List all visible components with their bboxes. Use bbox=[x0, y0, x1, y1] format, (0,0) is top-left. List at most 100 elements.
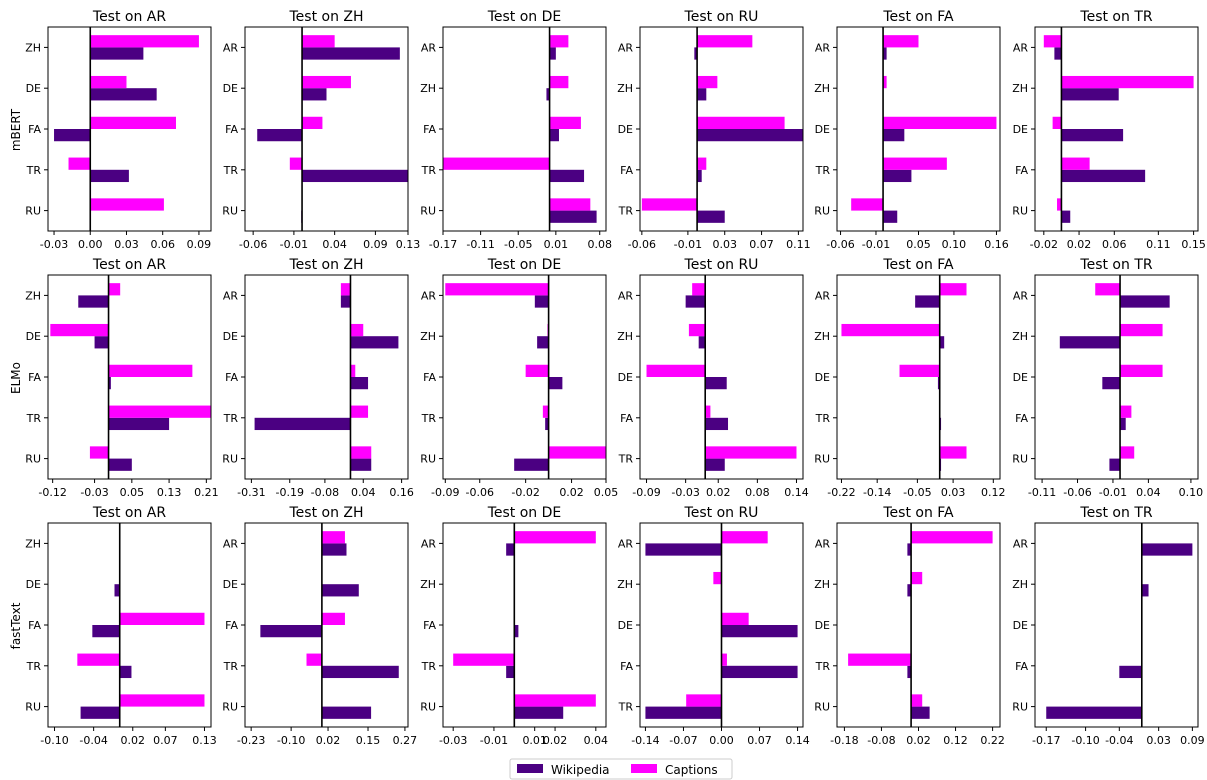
bar-wikipedia-tr bbox=[90, 169, 129, 183]
y-tick-label-ar: AR bbox=[815, 41, 831, 54]
bar-captions-de bbox=[350, 323, 364, 337]
bar-captions-ru bbox=[90, 198, 164, 211]
bar-wikipedia-ru bbox=[883, 210, 898, 223]
bar-captions-de bbox=[1120, 364, 1163, 377]
axes-frame bbox=[1034, 274, 1199, 480]
x-tick-label: 0.16 bbox=[389, 486, 414, 499]
legend-swatch-wikipedia bbox=[517, 764, 543, 773]
bar-captions-ar bbox=[302, 35, 335, 48]
x-tick-label: -0.08 bbox=[867, 734, 895, 747]
panel-title: Test on TR bbox=[1079, 9, 1152, 25]
axes-frame bbox=[1034, 522, 1199, 728]
y-tick-label-ru: RU bbox=[814, 701, 830, 714]
x-tick-label: 0.01 bbox=[544, 238, 569, 251]
y-tick-label-ru: RU bbox=[1012, 205, 1028, 218]
bar-wikipedia-de bbox=[114, 584, 120, 597]
x-tick-label: -0.06 bbox=[1063, 486, 1091, 499]
y-tick-label-ar: AR bbox=[618, 289, 634, 302]
bar-wikipedia-fa bbox=[549, 129, 559, 142]
bar-wikipedia-tr bbox=[697, 210, 725, 223]
bar-wikipedia-fa bbox=[1061, 169, 1146, 183]
bar-captions-de bbox=[883, 116, 997, 129]
x-tick-label: -0.05 bbox=[504, 238, 532, 251]
x-tick-label: 0.15 bbox=[356, 734, 381, 747]
y-tick-label-tr: TR bbox=[618, 701, 634, 714]
y-tick-label-de: DE bbox=[815, 619, 830, 632]
y-tick-label-ar: AR bbox=[618, 537, 634, 550]
bar-captions-tr bbox=[883, 157, 947, 170]
bar-captions-ar bbox=[340, 283, 351, 296]
x-tick-label: -0.03 bbox=[671, 486, 699, 499]
subplot-mbert-test-on-de: Test on DE RU TR FA ZH AR -0.17 -0.11 -0.05 0.01 0… bbox=[420, 9, 612, 251]
y-tick-label-zh: ZH bbox=[25, 41, 41, 54]
bar-captions-tr bbox=[68, 157, 91, 170]
bar-wikipedia-ru bbox=[321, 706, 372, 719]
x-tick-label: 0.13 bbox=[157, 486, 182, 499]
x-tick-label: -0.31 bbox=[237, 486, 265, 499]
x-tick-label: 0.12 bbox=[943, 734, 968, 747]
y-tick-label-ar: AR bbox=[618, 41, 634, 54]
bar-captions-de bbox=[302, 75, 351, 89]
y-tick-label-tr: TR bbox=[815, 412, 831, 425]
x-tick-label: 0.07 bbox=[747, 734, 772, 747]
subplot-fasttext-test-on-ar: Test on AR RU TR FA DE ZH -0.10 -0.04 0.02 0.07 0.… bbox=[25, 505, 217, 747]
x-tick-label: 0.03 bbox=[941, 486, 966, 499]
x-tick-label: 0.02 bbox=[1067, 238, 1092, 251]
bar-captions-ru bbox=[1120, 446, 1135, 459]
bar-wikipedia-fa bbox=[1119, 665, 1142, 679]
bar-captions-zh bbox=[549, 75, 569, 89]
bar-wikipedia-zh bbox=[546, 88, 550, 101]
x-tick-label: 0.15 bbox=[1181, 238, 1206, 251]
axes-frame bbox=[1034, 26, 1199, 232]
x-tick-label: 0.05 bbox=[906, 238, 931, 251]
bar-wikipedia-ar bbox=[883, 47, 887, 60]
panel-title: Test on RU bbox=[684, 505, 759, 521]
bar-captions-tr bbox=[453, 653, 515, 666]
bar-captions-ru bbox=[1057, 198, 1062, 211]
x-tick-label: 0.04 bbox=[1136, 486, 1161, 499]
x-tick-label: 0.02 bbox=[906, 734, 931, 747]
subplot-mbert-test-on-ar: Test on AR RU TR FA DE ZH -0.03 0.00 0.03 0.06 0.0… bbox=[25, 9, 212, 251]
bar-wikipedia-ar bbox=[1120, 295, 1170, 308]
bar-wikipedia-ru bbox=[350, 458, 372, 471]
subplot-mbert-test-on-tr: Test on TR RU FA DE ZH AR -0.02 0.02 0.06 0.11 0.1… bbox=[1012, 9, 1206, 251]
subplots-grid: Test on AR RU TR FA DE ZH -0.03 0.00 0.03 0.06 0.0… bbox=[25, 9, 1206, 747]
y-tick-label-ar: AR bbox=[421, 289, 437, 302]
axes-frame bbox=[47, 522, 212, 728]
bar-captions-fa bbox=[721, 653, 727, 666]
panel-title: Test on TR bbox=[1079, 505, 1152, 521]
bar-captions-ar bbox=[721, 531, 768, 544]
bar-wikipedia-de bbox=[1061, 129, 1124, 142]
x-tick-label: 0.07 bbox=[749, 238, 774, 251]
y-tick-label-tr: TR bbox=[618, 205, 634, 218]
y-tick-label-fa: FA bbox=[423, 371, 436, 384]
bar-captions-ru bbox=[549, 198, 591, 211]
bar-captions-zh bbox=[1120, 323, 1163, 337]
bar-wikipedia-fa bbox=[257, 129, 303, 142]
axes-frame bbox=[639, 274, 804, 480]
y-tick-label-zh: ZH bbox=[420, 578, 436, 591]
y-tick-label-ru: RU bbox=[420, 205, 436, 218]
y-tick-label-de: DE bbox=[223, 82, 238, 95]
y-tick-label-zh: ZH bbox=[814, 82, 830, 95]
panel-title: Test on ZH bbox=[288, 257, 363, 273]
panel-title: Test on DE bbox=[487, 257, 562, 273]
y-tick-label-de: DE bbox=[815, 123, 830, 136]
bar-captions-tr bbox=[542, 405, 549, 418]
y-tick-label-ar: AR bbox=[223, 41, 239, 54]
x-tick-label: -0.11 bbox=[466, 238, 494, 251]
bar-wikipedia-tr bbox=[108, 417, 170, 431]
bar-captions-de bbox=[697, 116, 785, 129]
bar-captions-ar bbox=[445, 283, 549, 296]
bar-wikipedia-ru bbox=[1061, 210, 1071, 223]
x-tick-label: 0.12 bbox=[981, 486, 1006, 499]
x-tick-label: -0.05 bbox=[903, 486, 931, 499]
x-tick-label: -0.12 bbox=[38, 486, 66, 499]
bar-captions-zh bbox=[1061, 75, 1194, 89]
bar-wikipedia-zh bbox=[1061, 88, 1119, 101]
y-tick-label-fa: FA bbox=[1015, 164, 1028, 177]
x-tick-label: 0.11 bbox=[786, 238, 811, 251]
y-tick-label-tr: TR bbox=[421, 660, 437, 673]
bar-captions-zh bbox=[841, 323, 940, 337]
bar-captions-ar bbox=[514, 531, 596, 544]
